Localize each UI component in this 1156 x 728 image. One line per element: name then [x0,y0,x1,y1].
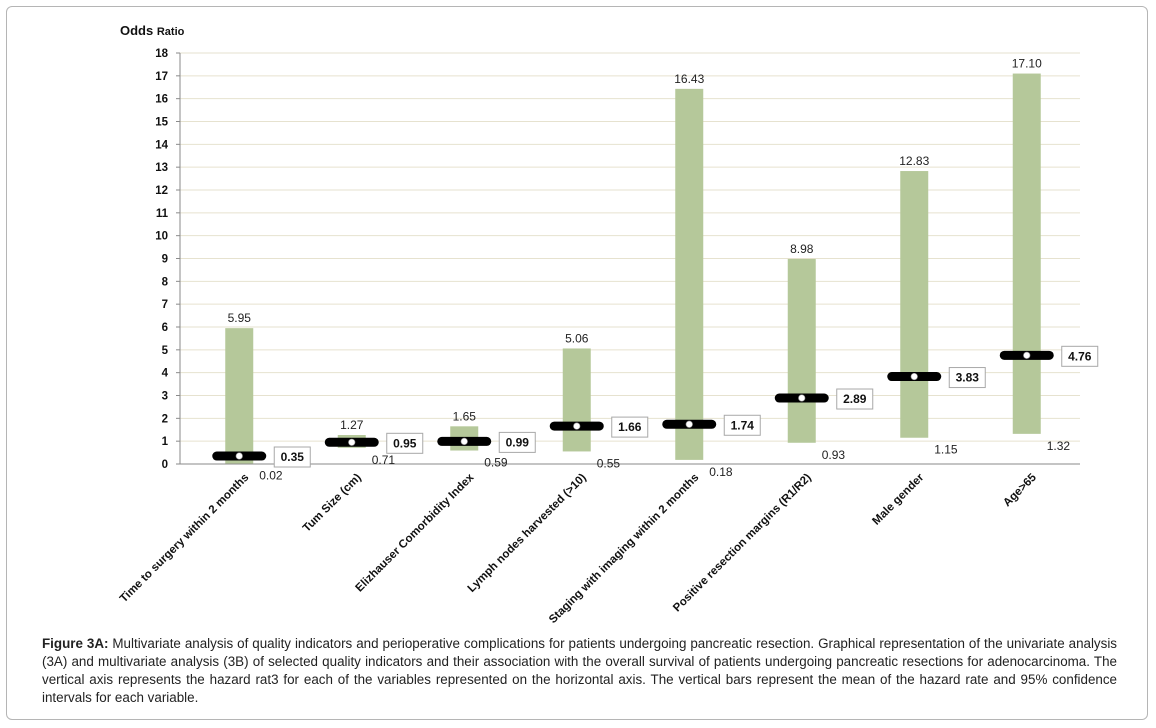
mean-point [910,372,918,381]
figure-frame [6,6,1148,720]
mean-label: 0.95 [393,436,417,450]
y-tick-label: 1 [162,436,169,448]
mean-label: 2.89 [843,392,867,406]
y-tick-label: 7 [162,299,168,311]
ci-bar [787,258,816,443]
x-category-label: Time to surgery within 2 months [118,472,251,605]
lower-ci-label: 1.32 [1047,439,1071,453]
y-tick-label: 18 [155,48,168,60]
y-tick-label: 2 [162,413,168,425]
mean-point [348,438,356,446]
ci-bar [900,171,929,438]
mean-label: 3.83 [956,371,980,385]
mean-label-box [723,414,761,436]
x-category-label: Tum Size (cm) [301,472,364,535]
y-tick-label: 4 [162,368,169,380]
ci-bar [1012,73,1041,434]
mean-label-box [836,388,874,410]
mean-point [798,394,806,402]
lower-ci-label: 0.59 [484,456,508,470]
upper-ci-label: 12.83 [899,154,929,168]
y-tick-label: 12 [155,185,168,197]
x-category-label: Age>65 [1001,471,1039,509]
y-tick-label: 5 [162,345,169,357]
upper-ci-label: 8.98 [790,242,814,256]
mean-label: 4.76 [1068,349,1092,363]
y-tick-label: 16 [155,94,168,106]
y-tick-label: 13 [155,162,168,174]
mean-point [235,452,243,460]
lower-ci-label: 0.71 [372,453,396,467]
mean-point [573,422,581,430]
mean-label-box [273,446,311,468]
mean-label: 0.99 [506,435,530,449]
y-tick-label: 15 [155,117,168,129]
figure-caption: Figure 3A: Multivariate analysis of qual… [42,635,1117,707]
y-axis-title: Odds Ratio [120,23,185,38]
mean-label: 1.66 [618,420,642,434]
labels: 5.95 0.02 0.35 Time to surgery within 2 mon… [118,57,1099,626]
mean-label-box [498,431,536,453]
mean-label: 1.74 [731,418,755,432]
ci-bar [562,348,591,452]
upper-ci-label: 5.95 [228,311,252,325]
lower-ci-label: 1.15 [934,443,958,457]
y-tick-label: 6 [162,322,168,334]
mean-point [460,437,468,445]
y-tick-label: 8 [162,276,169,288]
caption-label: Figure 3A: [42,636,109,651]
ci-bar [675,88,704,460]
y-tick-label: 0 [162,459,168,471]
x-category-label: Male gender [870,471,926,527]
y-tick-label: 17 [155,71,168,83]
lower-ci-label: 0.55 [597,456,621,470]
upper-ci-label: 5.06 [565,331,589,345]
y-tick-label: 14 [155,139,168,151]
y-tick-label: 10 [155,231,168,243]
mean-point [1023,351,1031,359]
grid-lines [180,52,1080,442]
mean-label: 0.35 [281,450,305,464]
mean-label-box [611,416,649,438]
upper-ci-label: 16.43 [674,72,704,86]
y-tick-label: 9 [162,254,168,266]
y-axis-title-main: Odds [120,23,157,38]
upper-ci-label: 17.10 [1012,57,1042,71]
mean-label-box [386,432,424,454]
upper-ci-label: 1.65 [453,409,477,423]
mean-point [685,420,693,428]
y-tick-label: 11 [156,208,169,220]
x-category-label: Positive resection margins (R1/R2) [671,472,814,615]
x-category-label: Elizhauser Comorbidity Index [354,471,477,594]
ci-bar [225,328,254,464]
ci-bars [212,73,1054,464]
caption-text: Multivariate analysis of quality indicat… [42,636,1117,705]
upper-ci-label: 1.27 [340,418,364,432]
lower-ci-label: 0.93 [822,448,846,462]
y-tick-label: 3 [162,391,168,403]
lower-ci-label: 0.02 [259,469,283,483]
mean-label-box [1061,345,1099,367]
lower-ci-label: 0.18 [709,465,733,479]
y-axis-title-sub: Ratio [157,26,185,38]
mean-label-box [948,367,986,389]
x-category-label: Lymph nodes harvested (>10) [466,472,589,595]
